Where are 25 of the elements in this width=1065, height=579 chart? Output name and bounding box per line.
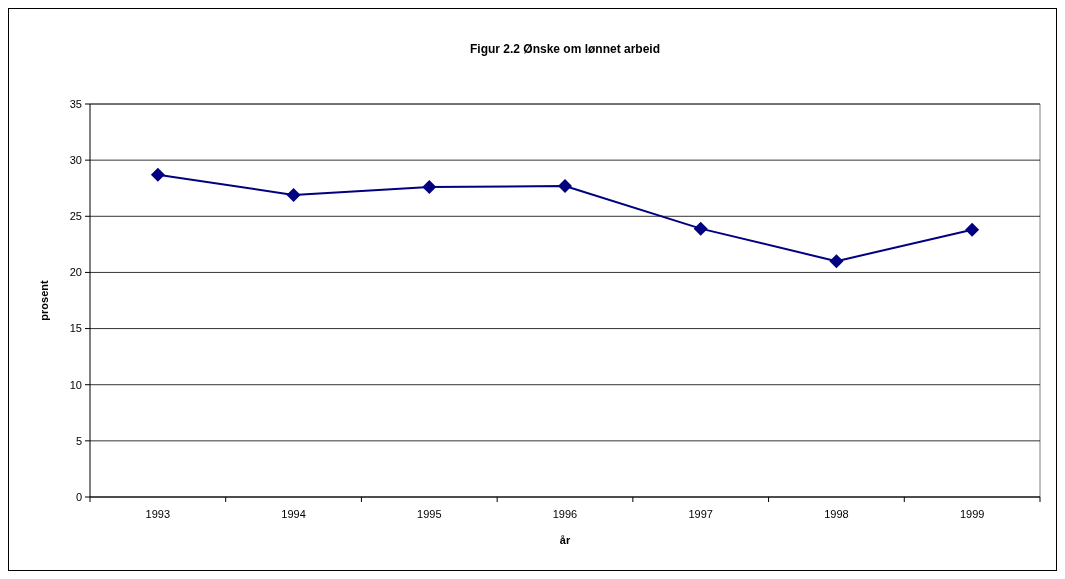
point [150,167,165,182]
chart-title: Figur 2.2 Ønske om lønnet arbeid [469,42,661,56]
y-tick-label: 20 [69,266,82,279]
point [829,254,844,269]
point [422,180,437,195]
point [693,221,708,236]
y-tick-label: 0 [75,490,82,503]
x-tick-label: 1999 [959,508,985,520]
y-tick-label: 35 [69,97,82,110]
point [965,222,980,237]
x-tick-label: 1997 [688,508,713,520]
x-tick-label: 1995 [417,508,442,520]
y-tick-label: 15 [69,322,82,335]
point [558,178,572,193]
x-axis-title: år [559,534,571,546]
y-axis-title: prosent [38,280,50,321]
x-tick-label: 1993 [145,508,171,520]
x-tick-label: 1996 [552,508,578,520]
y-tick-label: 5 [75,434,82,447]
x-tick-label: 1994 [281,508,306,520]
y-tick-label: 30 [69,153,82,166]
point [286,187,301,202]
x-tick-label: 1998 [824,508,849,520]
y-tick-label: 10 [69,378,82,391]
y-tick-label: 25 [69,210,82,223]
